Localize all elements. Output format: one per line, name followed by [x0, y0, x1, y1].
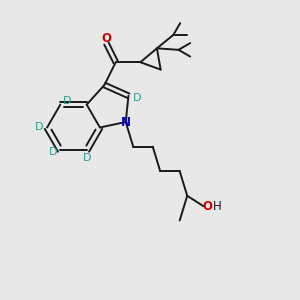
Text: O: O — [202, 200, 212, 213]
Text: D: D — [63, 96, 71, 106]
Text: H: H — [213, 200, 222, 213]
Text: D: D — [35, 122, 44, 133]
Text: O: O — [101, 32, 111, 45]
Text: D: D — [82, 153, 91, 163]
Text: D: D — [133, 93, 141, 103]
Text: N: N — [121, 116, 131, 128]
Text: D: D — [49, 147, 57, 157]
